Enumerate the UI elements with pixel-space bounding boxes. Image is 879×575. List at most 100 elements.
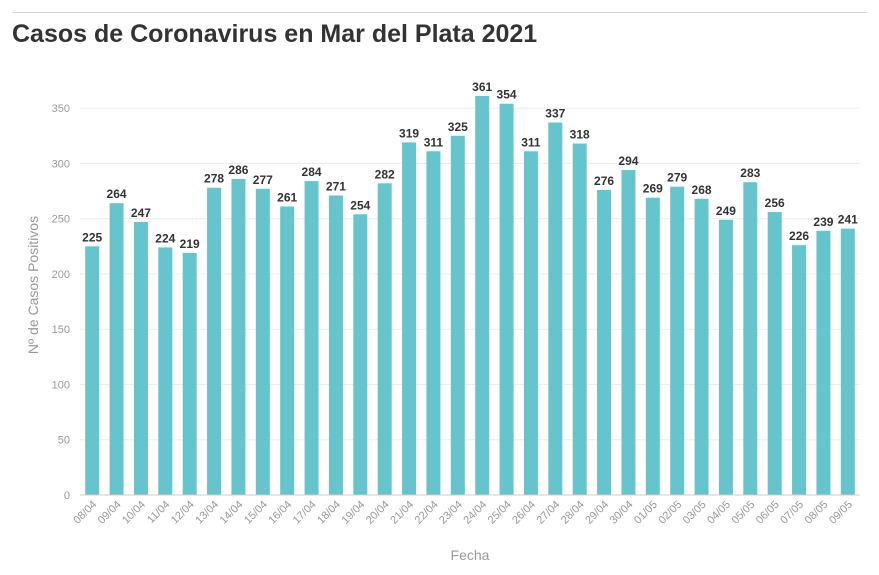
bar [353,214,368,495]
x-tick-label: 27/04 [534,499,562,527]
data-label: 269 [643,182,663,196]
bar [840,228,855,495]
data-labels: 225 264 247 224 219 278 286 277 261 284 271 254 282 3… [82,80,858,251]
x-tick-label: 23/04 [437,499,465,527]
data-label: 337 [545,107,565,121]
data-label: 264 [107,187,127,201]
x-tick-label: 28/04 [559,499,587,527]
x-tick-label: 30/04 [608,499,636,527]
data-label: 325 [448,120,468,134]
x-tick-label: 14/04 [218,499,246,527]
bars [85,96,855,496]
x-tick-label: 07/05 [778,499,806,527]
bar [109,203,124,496]
x-tick-label: 19/04 [339,499,367,527]
bar [792,245,807,495]
bar [85,246,100,495]
data-label: 241 [838,213,858,227]
data-label: 294 [618,154,638,168]
x-tick-label: 22/04 [413,499,441,527]
data-label: 249 [716,204,736,218]
data-label: 261 [277,191,297,205]
bar [133,222,148,495]
x-tick-label: 18/04 [315,499,343,527]
chart-title: Casos de Coronavirus en Mar del Plata 20… [12,20,538,48]
x-tick-label: 25/04 [486,499,514,527]
bar [182,252,197,495]
data-label: 226 [789,229,809,243]
data-label: 268 [692,183,712,197]
bar [377,183,392,495]
bar [523,151,538,495]
data-label: 276 [594,174,614,188]
bar [767,212,782,496]
x-tick-label: 01/05 [632,499,660,527]
data-label: 284 [302,165,322,179]
x-tick-label: 10/04 [120,499,148,527]
x-tick-label: 13/04 [193,499,221,527]
x-tick-label: 12/04 [169,499,197,527]
x-tick-label: 06/05 [754,499,782,527]
x-tick-label: 29/04 [583,499,611,527]
bar [597,189,612,495]
data-label: 282 [375,167,395,181]
x-tick-label: 21/04 [388,499,416,527]
x-tick-label: 20/04 [364,499,392,527]
x-tick-label: 17/04 [291,499,319,527]
data-label: 283 [740,166,760,180]
x-tick-label: 15/04 [242,499,270,527]
y-tick-label: 100 [52,379,70,391]
x-tick-label: 24/04 [461,499,489,527]
bar [304,181,319,495]
bar [158,247,173,495]
x-tick-label: 08/04 [71,499,99,527]
x-tick-label: 05/05 [729,499,757,527]
bar [426,151,441,495]
bar [621,170,636,496]
data-label: 361 [472,80,492,94]
bar [548,122,563,496]
y-tick-label: 200 [52,269,70,281]
bar [328,195,343,495]
x-tick-label: 26/04 [510,499,538,527]
x-axis-ticks: 08/0409/0410/0411/0412/0413/0414/0415/04… [71,499,855,527]
x-tick-label: 09/05 [827,499,855,527]
y-axis-title: Nº de Casos Positivos [25,216,41,354]
data-label: 219 [180,237,200,251]
bar [402,142,417,495]
data-label: 279 [667,171,687,185]
data-label: 277 [253,173,273,187]
x-tick-label: 03/05 [681,499,709,527]
data-label: 286 [228,163,248,177]
x-tick-label: 08/05 [803,499,831,527]
bar [718,219,733,495]
y-tick-label: 350 [52,103,70,115]
bar [450,135,465,495]
data-label: 256 [765,196,785,210]
data-label: 239 [813,215,833,229]
x-tick-label: 16/04 [266,499,294,527]
data-label: 225 [82,230,102,244]
bar [255,188,270,495]
data-label: 271 [326,179,346,193]
bar [499,103,514,495]
bar [572,143,587,496]
y-tick-label: 300 [52,158,70,170]
y-tick-label: 150 [52,324,70,336]
top-divider [12,12,867,13]
data-label: 311 [521,135,541,149]
x-tick-label: 09/04 [96,499,124,527]
y-tick-label: 250 [52,214,70,226]
x-tick-label: 11/04 [145,499,172,526]
bar [694,198,709,495]
gridlines [80,107,860,441]
bar [670,186,685,495]
bar [207,187,222,495]
data-label: 311 [424,135,444,149]
bar [475,96,490,495]
y-tick-label: 50 [58,435,70,447]
data-label: 224 [155,231,175,245]
data-label: 318 [570,128,590,142]
data-label: 278 [204,172,224,186]
